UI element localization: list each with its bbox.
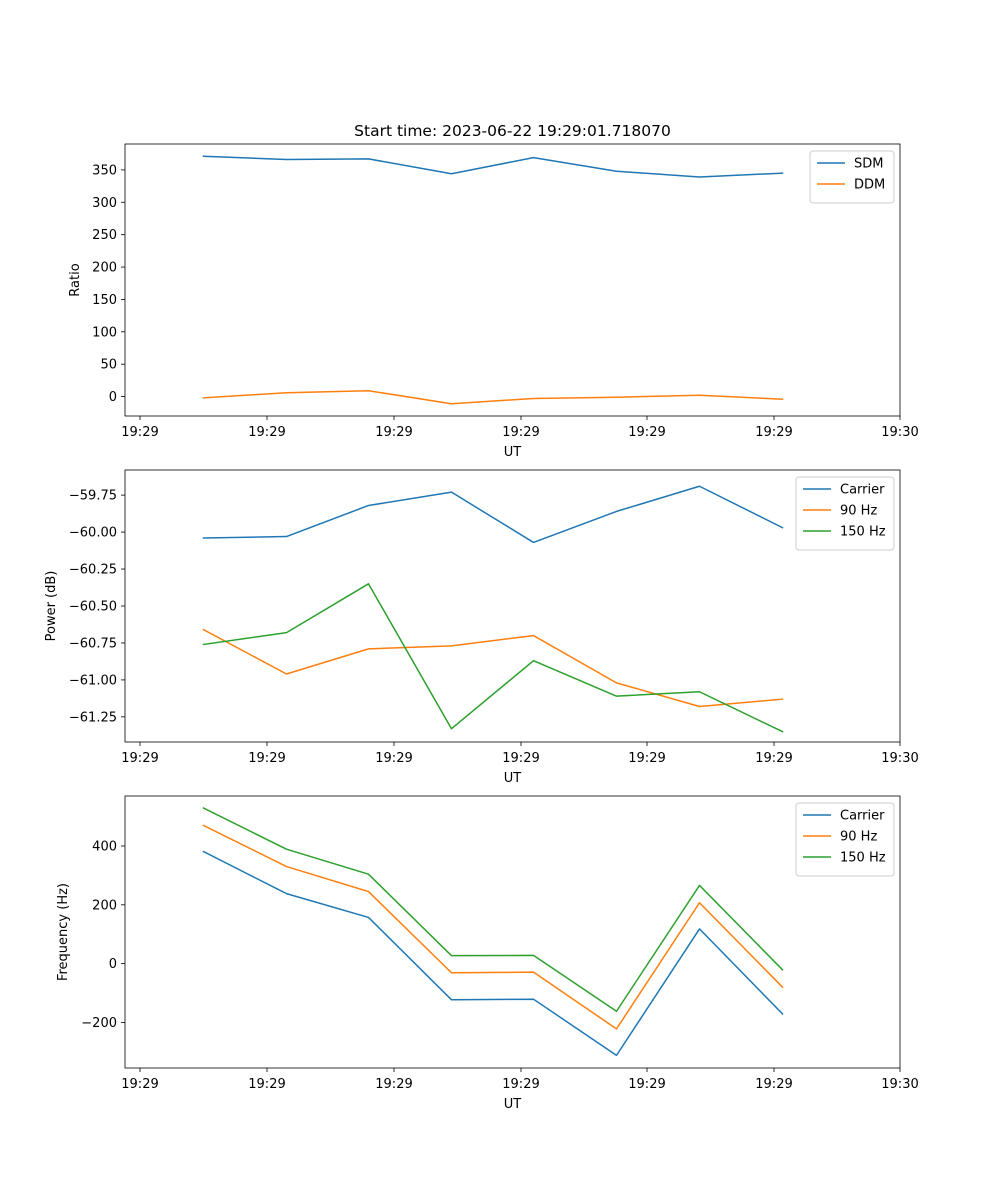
x-tick-label: 19:30	[881, 751, 918, 766]
y-tick-label: −60.50	[69, 600, 117, 615]
legend-label: Carrier	[840, 483, 885, 498]
y-tick-label: 350	[92, 163, 117, 178]
legend-label: 90 Hz	[840, 830, 877, 845]
x-tick-label: 19:29	[755, 425, 792, 440]
x-tick-label: 19:29	[628, 1077, 665, 1092]
y-axis-label: Ratio	[68, 263, 83, 296]
y-tick-label: 250	[92, 228, 117, 243]
axes-frame	[124, 469, 901, 743]
y-tick-label: 50	[100, 358, 117, 373]
series-line-carrier	[202, 485, 784, 544]
y-axis-label: Frequency (Hz)	[56, 883, 71, 981]
y-tick-label: −60.00	[69, 526, 117, 541]
x-axis-label: UT	[504, 445, 522, 460]
x-tick-label: 19:29	[248, 1077, 285, 1092]
x-tick-label: 19:29	[755, 751, 792, 766]
series-line-150-hz	[202, 807, 784, 1012]
x-tick-label: 19:29	[121, 1077, 158, 1092]
y-tick-label: 0	[109, 390, 117, 405]
y-tick-label: 0	[109, 957, 117, 972]
legend-label: SDM	[854, 157, 883, 172]
series-line-carrier	[202, 850, 784, 1057]
legend-label: Carrier	[840, 809, 885, 824]
x-tick-label: 19:29	[755, 1077, 792, 1092]
y-tick-label: 200	[92, 898, 117, 913]
chart-panel-1: Start time: 2023-06-22 19:29:01.718070 19…	[68, 122, 919, 460]
chart-panel-2: 19:29 19:29 19:29 19:29 19:29 19:29 19:30 UT −61…	[44, 469, 919, 786]
y-tick-label: −60.25	[69, 563, 117, 578]
series-line-ddm	[202, 389, 784, 405]
legend-box	[809, 150, 895, 204]
x-tick-label: 19:30	[881, 425, 918, 440]
x-axis-label: UT	[504, 1097, 522, 1112]
y-tick-label: −60.75	[69, 636, 117, 651]
legend-label: 90 Hz	[840, 504, 877, 519]
x-tick-label: 19:30	[881, 1077, 918, 1092]
x-tick-label: 19:29	[502, 425, 539, 440]
y-tick-label: −59.75	[69, 489, 117, 504]
y-tick-label: 100	[92, 325, 117, 340]
legend: Carrier 90 Hz 150 Hz	[795, 802, 895, 877]
series-line-150-hz	[202, 583, 784, 733]
x-tick-label: 19:29	[248, 751, 285, 766]
y-tick-label: 400	[92, 839, 117, 854]
series-line-sdm	[202, 155, 784, 178]
x-tick-label: 19:29	[121, 751, 158, 766]
y-tick-label: 150	[92, 293, 117, 308]
x-tick-label: 19:29	[502, 1077, 539, 1092]
x-tick-label: 19:29	[502, 751, 539, 766]
legend-label: DDM	[854, 178, 885, 193]
x-axis-label: UT	[504, 771, 522, 786]
x-tick-label: 19:29	[121, 425, 158, 440]
chart-panel-3: 19:29 19:29 19:29 19:29 19:29 19:29 19:30 UT −20…	[56, 795, 919, 1112]
legend-label: 150 Hz	[840, 525, 886, 540]
legend: SDM DDM	[809, 150, 895, 204]
series-line-90-hz	[202, 628, 784, 708]
y-tick-label: 300	[92, 196, 117, 211]
legend-label: 150 Hz	[840, 851, 886, 866]
x-tick-label: 19:29	[375, 1077, 412, 1092]
axes-frame	[124, 795, 901, 1069]
axes-frame	[124, 143, 901, 417]
legend: Carrier 90 Hz 150 Hz	[795, 476, 895, 551]
y-axis-label: Power (dB)	[44, 571, 59, 642]
x-tick-label: 19:29	[628, 425, 665, 440]
x-tick-label: 19:29	[248, 425, 285, 440]
y-tick-label: −61.00	[69, 673, 117, 688]
y-tick-label: −200	[81, 1016, 117, 1031]
series-line-90-hz	[202, 824, 784, 1030]
x-tick-label: 19:29	[375, 425, 412, 440]
y-tick-label: −61.25	[69, 710, 117, 725]
x-tick-label: 19:29	[628, 751, 665, 766]
chart-title: Start time: 2023-06-22 19:29:01.718070	[354, 122, 671, 140]
x-tick-label: 19:29	[375, 751, 412, 766]
y-tick-label: 200	[92, 261, 117, 276]
